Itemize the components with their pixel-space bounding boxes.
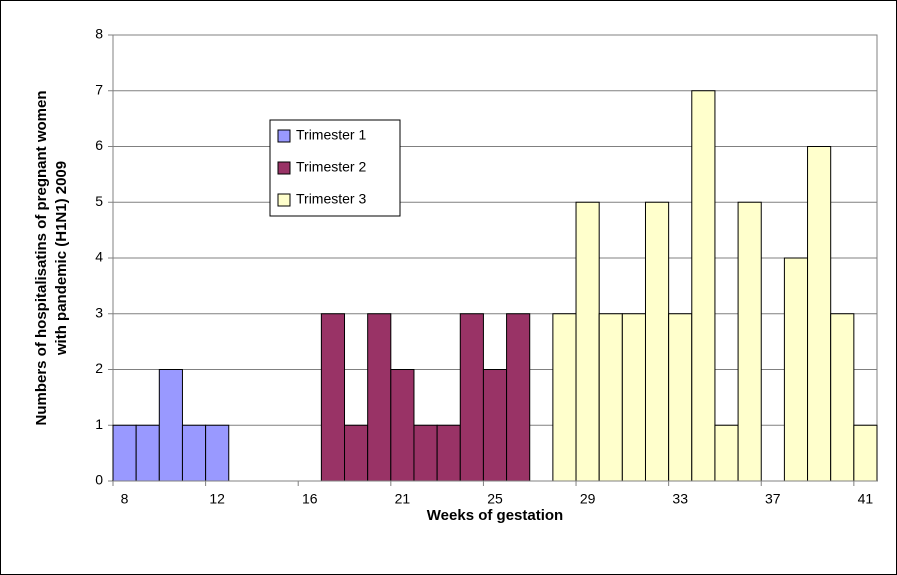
- bar: [691, 90, 716, 482]
- bar: [552, 313, 577, 482]
- y-tick-label: 4: [95, 249, 103, 265]
- bar: [205, 424, 230, 482]
- x-tick-label: 29: [580, 491, 596, 507]
- y-tick-label: 7: [95, 81, 103, 97]
- x-tick-label: 21: [395, 491, 411, 507]
- bar: [575, 201, 600, 482]
- legend-label: Trimester 3: [296, 191, 366, 207]
- bar: [830, 313, 855, 482]
- bar: [737, 201, 762, 482]
- y-tick-label: 8: [95, 26, 103, 42]
- x-tick-label: 37: [765, 491, 781, 507]
- bar: [158, 369, 183, 482]
- bar: [598, 313, 623, 482]
- legend-swatch: [277, 161, 291, 175]
- bar: [413, 424, 438, 482]
- y-tick-label: 3: [95, 304, 103, 320]
- x-tick-label: 41: [858, 491, 874, 507]
- legend: [269, 119, 401, 217]
- bar: [459, 313, 484, 482]
- x-tick-label: 33: [672, 491, 688, 507]
- bar: [436, 424, 461, 482]
- bar: [714, 424, 739, 482]
- bar: [367, 313, 392, 482]
- bar: [506, 313, 531, 482]
- bar: [390, 369, 415, 482]
- bar: [853, 424, 878, 482]
- bar: [621, 313, 646, 482]
- legend-label: Trimester 1: [296, 127, 366, 143]
- legend-swatch: [277, 129, 291, 143]
- y-tick-label: 6: [95, 137, 103, 153]
- bar: [344, 424, 369, 482]
- bar: [644, 201, 670, 482]
- bar: [783, 257, 809, 482]
- y-tick-label: 2: [95, 360, 103, 376]
- bar: [668, 313, 693, 482]
- x-tick-label: 25: [487, 491, 503, 507]
- y-tick-label: 1: [95, 416, 103, 432]
- bar: [807, 146, 832, 482]
- bar: [181, 424, 207, 482]
- legend-swatch: [277, 193, 291, 207]
- x-axis-title: Weeks of gestation: [427, 507, 563, 524]
- bar: [135, 424, 160, 482]
- y-tick-label: 5: [95, 193, 103, 209]
- x-tick-label: 8: [121, 491, 129, 507]
- y-axis-title: Numbers of hospitalisatins of pregnant w…: [33, 90, 50, 425]
- bar: [482, 369, 508, 482]
- x-tick-label: 12: [209, 491, 225, 507]
- y-tick-label: 0: [95, 472, 103, 488]
- x-tick-label: 16: [302, 491, 318, 507]
- bar: [320, 313, 346, 482]
- legend-label: Trimester 2: [296, 159, 366, 175]
- bar: [112, 424, 137, 482]
- y-axis-title: with pandemic (H1N1) 2009: [53, 161, 70, 356]
